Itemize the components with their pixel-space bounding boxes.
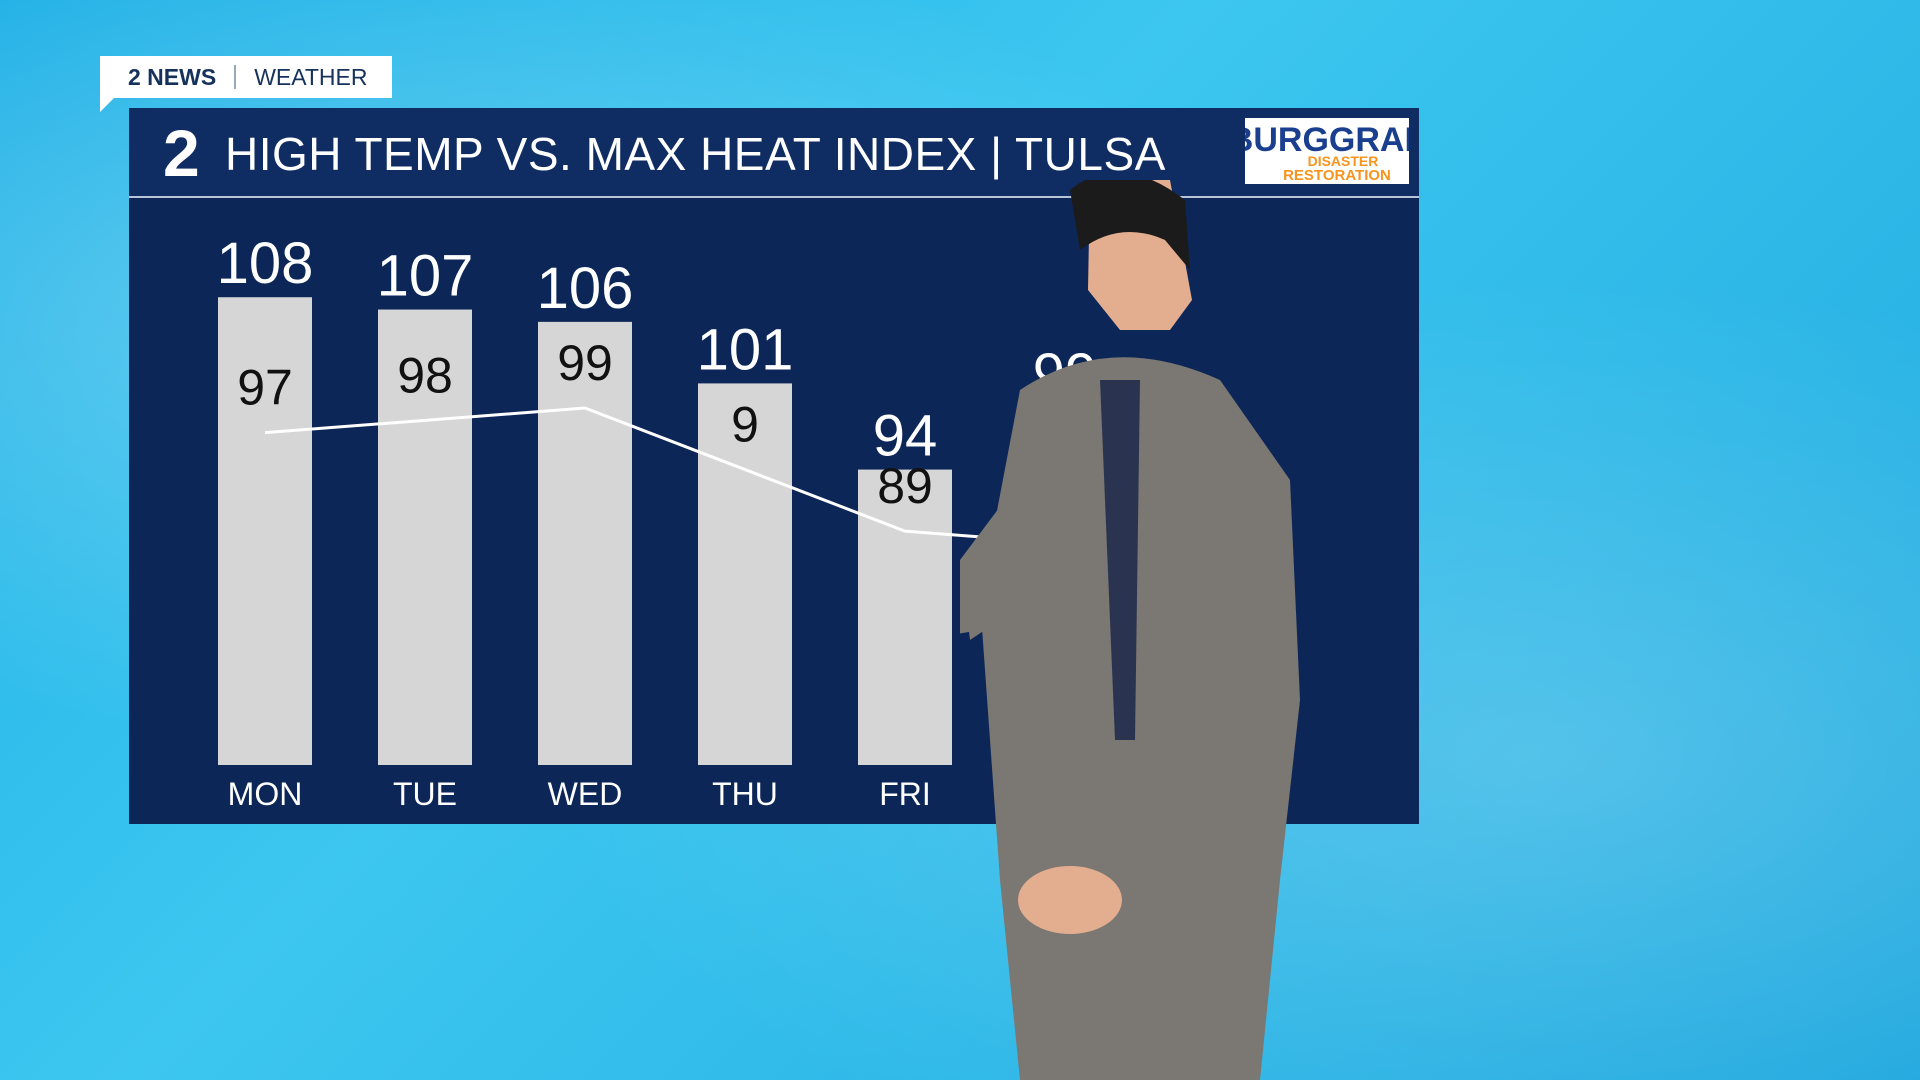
sponsor-logo: BURGGRAF DISASTER RESTORATION xyxy=(1245,118,1409,184)
day-label-wed: WED xyxy=(548,776,623,812)
heat-index-bar-thu xyxy=(698,383,792,765)
sponsor-logo-line1: BURGGRAF xyxy=(1245,121,1409,159)
day-label-fri: FRI xyxy=(879,776,931,812)
day-label-thu: THU xyxy=(712,776,778,812)
heat-index-label-wed: 106 xyxy=(537,256,634,321)
network-tag-section: WEATHER xyxy=(254,63,368,90)
network-tag-divider xyxy=(234,65,237,89)
channel-logo: 2 xyxy=(163,116,200,190)
heat-index-label-tue: 107 xyxy=(377,244,474,309)
high-temp-label-fri: 89 xyxy=(877,458,933,514)
high-temp-label-wed: 99 xyxy=(557,335,613,391)
sponsor-logo-line2: DISASTER xyxy=(1308,153,1379,169)
heat-index-label-thu: 101 xyxy=(697,317,794,382)
heat-index-bar-wed xyxy=(538,321,632,765)
heat-index-bar-tue xyxy=(378,309,472,765)
high-temp-label-tue: 98 xyxy=(397,347,453,403)
heat-index-bar-mon xyxy=(218,297,312,765)
high-temp-label-mon: 97 xyxy=(237,360,293,416)
network-tag-brand: 2 NEWS xyxy=(128,63,217,90)
network-tag-tail xyxy=(100,98,114,112)
graphic-title: HIGH TEMP VS. MAX HEAT INDEX | TULSA xyxy=(225,128,1166,180)
heat-index-label-mon: 108 xyxy=(217,231,314,296)
network-tag: 2 NEWS WEATHER xyxy=(100,56,392,98)
day-label-mon: MON xyxy=(228,776,303,812)
presenter-figure xyxy=(960,180,1300,1080)
day-label-tue: TUE xyxy=(393,776,457,812)
high-temp-label-thu: 9 xyxy=(731,397,759,453)
graphic-header: 2 HIGH TEMP VS. MAX HEAT INDEX | TULSA B… xyxy=(129,108,1419,198)
heat-index-label-fri: 94 xyxy=(873,404,938,469)
sponsor-logo-line3: RESTORATION xyxy=(1283,167,1391,184)
high-temp-line xyxy=(264,406,1066,545)
